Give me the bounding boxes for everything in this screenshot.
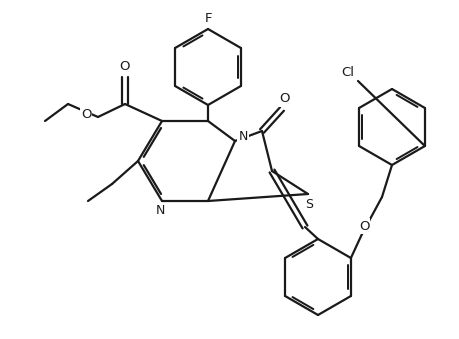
Text: F: F (204, 13, 212, 25)
Text: O: O (120, 60, 130, 74)
Text: N: N (238, 131, 248, 143)
Text: S: S (305, 198, 313, 211)
Text: O: O (81, 108, 91, 121)
Text: Cl: Cl (341, 66, 354, 80)
Text: N: N (155, 204, 165, 218)
Text: O: O (359, 219, 369, 233)
Text: O: O (279, 93, 289, 105)
